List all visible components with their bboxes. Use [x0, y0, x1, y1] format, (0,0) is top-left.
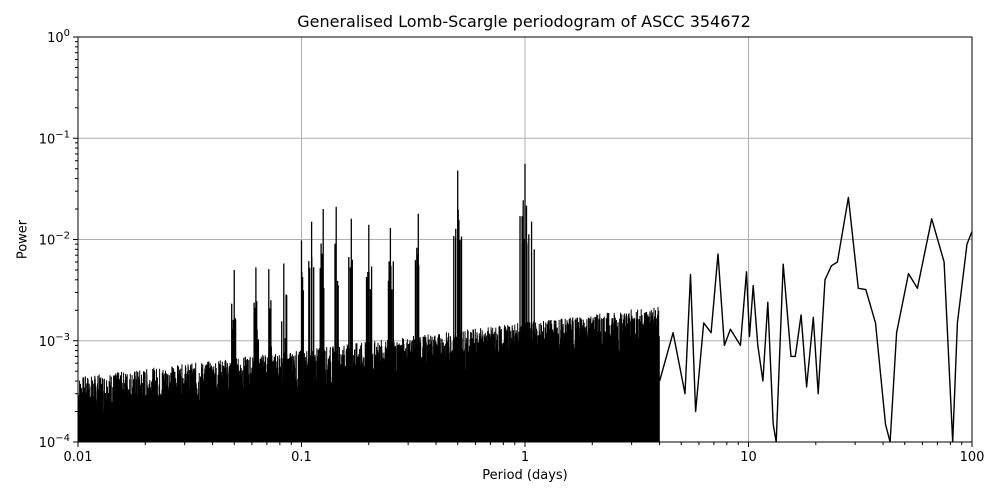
chart-title: Generalised Lomb-Scargle periodogram of … [297, 12, 751, 31]
y-tick-label: 100 [47, 28, 70, 46]
x-tick-label: 0.01 [64, 450, 93, 465]
y-tick-label: 10−2 [39, 231, 70, 249]
axis-ticks: 0.01 0.1 1 10 100 100 10−1 10−2 10−3 10−4 [39, 28, 985, 465]
x-tick-label: 100 [960, 450, 985, 465]
x-tick-label: 0.1 [291, 450, 312, 465]
x-tick-label: 10 [740, 450, 757, 465]
y-tick-label: 10−3 [39, 332, 70, 350]
x-tick-label: 1 [521, 450, 529, 465]
y-axis-label: Power [15, 219, 31, 260]
y-tick-label: 10−1 [39, 129, 70, 147]
periodogram-line [78, 163, 972, 442]
y-tick-label: 10−4 [39, 433, 70, 451]
x-axis-label: Period (days) [482, 468, 568, 483]
